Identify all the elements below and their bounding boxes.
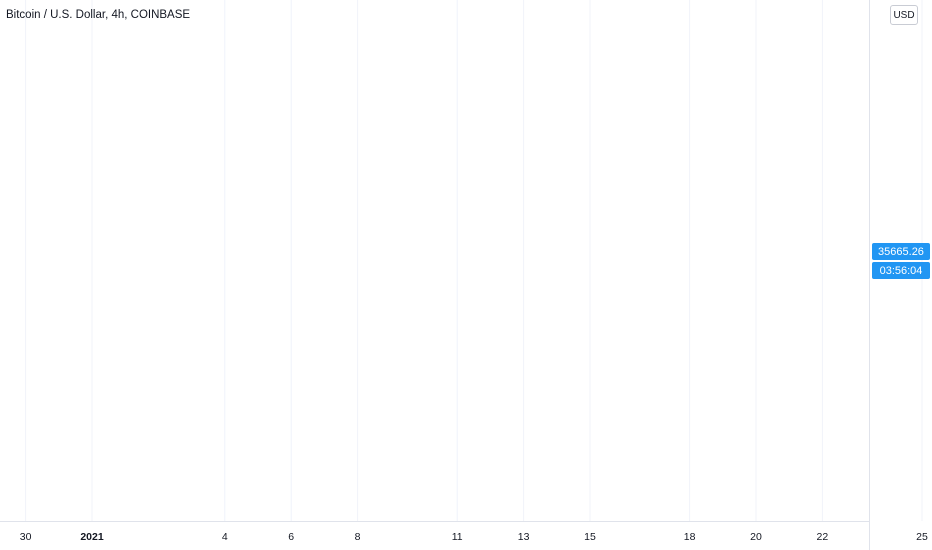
bar-countdown-badge: 03:56:04 [872, 262, 930, 279]
time-tick-label: 30 [20, 531, 32, 543]
time-tick-label: 18 [684, 531, 696, 543]
time-tick-label: 8 [355, 531, 361, 543]
time-tick-label: 15 [584, 531, 596, 543]
time-axis[interactable]: 30 2021 4 6 8 11 13 15 18 20 22 25 [20, 531, 928, 543]
time-tick-label: 25 [916, 531, 928, 543]
time-tick-label: 6 [288, 531, 294, 543]
time-axis-divider [0, 521, 869, 522]
time-tick-label: 4 [222, 531, 228, 543]
price-axis-divider [869, 0, 870, 550]
time-tick-label: 22 [817, 531, 829, 543]
time-tick-label: 2021 [80, 531, 104, 543]
time-tick-label: 11 [452, 531, 463, 543]
chart-title: Bitcoin / U.S. Dollar, 4h, COINBASE [6, 9, 191, 21]
time-tick-label: 13 [518, 531, 530, 543]
last-price-badge: 35665.26 [872, 243, 930, 260]
currency-button[interactable]: USD [890, 5, 918, 25]
chart-grid [25, 0, 923, 521]
time-tick-label: 20 [750, 531, 762, 543]
